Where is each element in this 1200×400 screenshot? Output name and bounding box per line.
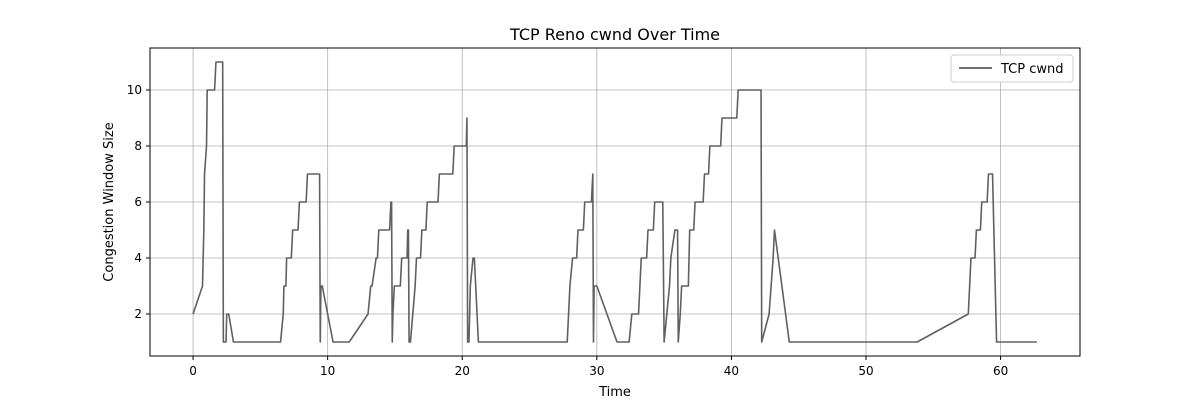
y-tick-label: 8 <box>134 139 142 153</box>
y-tick-label: 10 <box>127 83 142 97</box>
grid-lines <box>150 48 1080 356</box>
x-tick-label: 20 <box>455 364 470 378</box>
axis-ticks: 0 10 20 30 40 50 60 2 4 6 8 10 <box>127 83 1009 378</box>
x-axis-label: Time <box>598 385 631 400</box>
x-tick-label: 10 <box>320 364 335 378</box>
x-tick-label: 0 <box>189 364 197 378</box>
series-line-tcp-cwnd <box>192 61 1037 343</box>
x-tick-label: 30 <box>589 364 604 378</box>
series-layer <box>192 61 1037 343</box>
x-tick-label: 40 <box>724 364 739 378</box>
y-tick-label: 2 <box>134 307 142 321</box>
y-tick-label: 6 <box>134 195 142 209</box>
legend-box <box>950 54 1074 83</box>
chart-title: TCP Reno cwnd Over Time <box>509 25 720 44</box>
legend: TCP cwnd <box>950 54 1074 83</box>
x-tick-label: 50 <box>858 364 873 378</box>
y-tick-label: 4 <box>134 251 142 265</box>
x-tick-label: 60 <box>993 364 1008 378</box>
legend-label-tcp-cwnd: TCP cwnd <box>1000 62 1064 77</box>
y-axis-label: Congestion Window Size <box>102 122 117 281</box>
